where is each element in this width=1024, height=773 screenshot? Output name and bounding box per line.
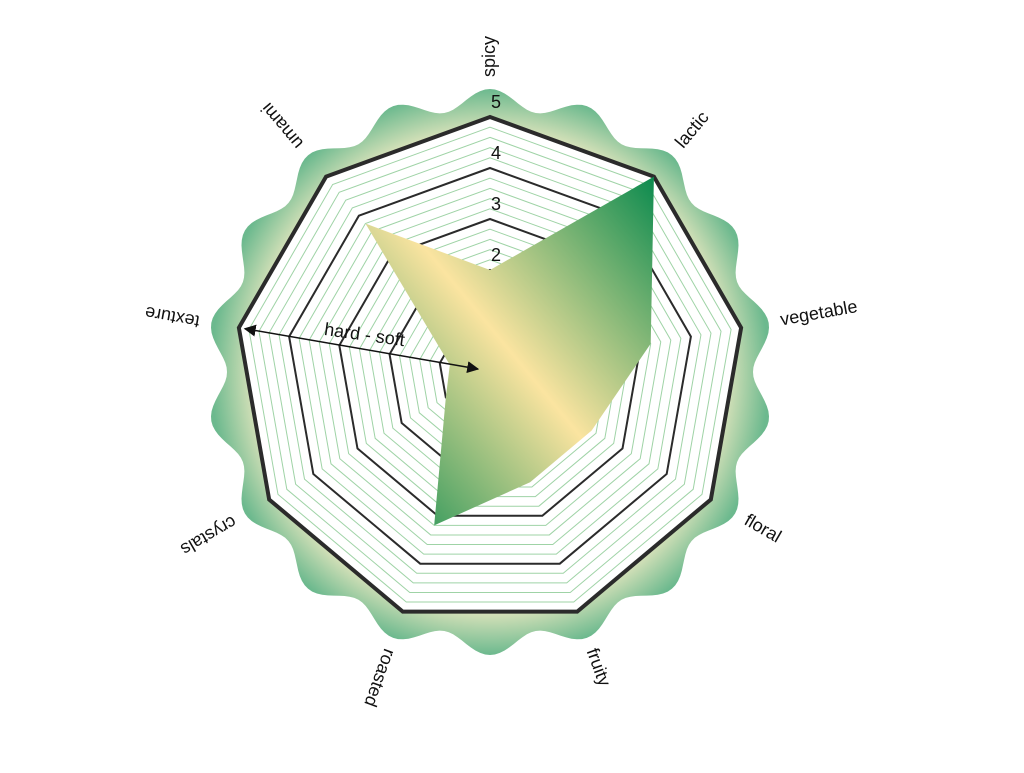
data-area [365, 176, 654, 526]
r-tick-label: 2 [491, 245, 501, 265]
axis-label: lactic [671, 107, 713, 151]
axis-label: crystals [177, 512, 240, 560]
grid-line [236, 114, 744, 614]
grid-line [288, 166, 692, 565]
minor-grid-line [278, 157, 702, 574]
minor-grid-line [258, 136, 722, 593]
axis-label: umami [257, 99, 307, 153]
minor-grid-line [268, 147, 712, 584]
axis-label: spicy [479, 36, 499, 77]
r-tick-label: 3 [491, 194, 501, 214]
r-tick-label: 4 [491, 143, 501, 163]
axis-label: floral [741, 510, 785, 547]
annotation-arrow [243, 324, 480, 374]
axis-label: roasted [360, 646, 399, 709]
minor-grid-line [248, 126, 732, 603]
r-tick-label: 5 [491, 92, 501, 112]
axis-label: texture [143, 303, 201, 332]
axis-label: fruity [583, 645, 615, 689]
axis-label: vegetable [779, 296, 859, 329]
